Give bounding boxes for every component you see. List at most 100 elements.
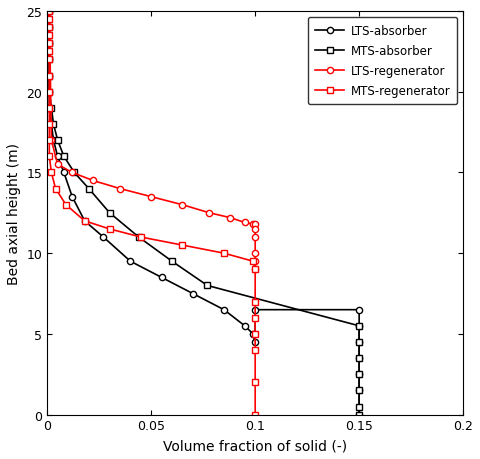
LTS-absorber [82,218,87,224]
MTS-absorber [356,323,362,329]
MTS-absorber [169,259,175,264]
Line: LTS-absorber: LTS-absorber [46,9,362,418]
LTS-regenerator [250,222,256,227]
MTS-regenerator [252,412,258,418]
LTS-absorber [128,259,133,264]
MTS-absorber [204,283,210,289]
MTS-absorber [47,57,52,63]
LTS-absorber [50,138,56,144]
LTS-absorber [61,170,67,176]
MTS-absorber [47,9,52,15]
LTS-regenerator [69,170,75,176]
MTS-regenerator [252,315,258,321]
LTS-regenerator [48,138,54,144]
MTS-absorber [356,404,362,409]
LTS-absorber [100,235,106,240]
LTS-absorber [356,307,362,313]
LTS-absorber [47,9,52,15]
LTS-regenerator [252,267,258,273]
MTS-regenerator [138,235,144,240]
MTS-absorber [356,388,362,393]
MTS-regenerator [47,17,52,23]
MTS-absorber [61,154,67,160]
Legend: LTS-absorber, MTS-absorber, LTS-regenerator, MTS-regenerator: LTS-absorber, MTS-absorber, LTS-regenera… [308,18,457,105]
MTS-absorber [86,186,92,192]
MTS-regenerator [47,25,52,31]
MTS-regenerator [47,57,52,63]
Line: MTS-regenerator: MTS-regenerator [46,9,258,418]
LTS-absorber [221,307,227,313]
LTS-regenerator [252,222,258,227]
MTS-regenerator [180,243,185,248]
LTS-absorber [48,122,54,128]
MTS-regenerator [47,122,52,128]
MTS-regenerator [47,90,52,95]
MTS-regenerator [47,41,52,47]
LTS-absorber [55,154,60,160]
LTS-regenerator [228,215,233,221]
LTS-regenerator [242,220,248,226]
LTS-absorber [356,340,362,345]
LTS-absorber [356,372,362,377]
LTS-absorber [47,25,52,31]
Y-axis label: Bed axial height (m): Bed axial height (m) [7,142,21,284]
MTS-absorber [72,170,77,176]
LTS-absorber [356,323,362,329]
MTS-absorber [47,90,52,95]
LTS-regenerator [252,227,258,232]
LTS-regenerator [55,162,60,168]
MTS-regenerator [82,218,87,224]
MTS-absorber [47,41,52,47]
MTS-regenerator [47,9,52,15]
LTS-regenerator [180,202,185,208]
MTS-regenerator [221,251,227,257]
MTS-regenerator [252,267,258,273]
LTS-absorber [47,90,52,95]
MTS-absorber [50,122,56,128]
LTS-regenerator [206,211,212,216]
LTS-absorber [252,307,258,313]
LTS-absorber [47,41,52,47]
MTS-absorber [48,106,54,112]
MTS-absorber [356,340,362,345]
X-axis label: Volume fraction of solid (-): Volume fraction of solid (-) [163,438,347,452]
LTS-absorber [356,356,362,361]
MTS-regenerator [252,380,258,385]
MTS-regenerator [47,106,52,112]
LTS-regenerator [252,235,258,240]
MTS-absorber [356,356,362,361]
LTS-absorber [356,388,362,393]
LTS-absorber [47,57,52,63]
MTS-regenerator [48,170,54,176]
LTS-absorber [69,195,75,200]
MTS-absorber [47,25,52,31]
MTS-absorber [47,73,52,79]
MTS-regenerator [47,50,52,55]
MTS-regenerator [53,186,59,192]
LTS-regenerator [252,251,258,257]
MTS-regenerator [252,331,258,337]
MTS-regenerator [47,154,52,160]
LTS-regenerator [47,9,52,15]
LTS-regenerator [90,179,96,184]
LTS-regenerator [148,195,154,200]
LTS-absorber [190,291,196,297]
LTS-absorber [47,73,52,79]
MTS-absorber [107,211,112,216]
MTS-absorber [356,372,362,377]
LTS-absorber [252,340,258,345]
MTS-absorber [356,412,362,418]
MTS-regenerator [252,347,258,353]
MTS-regenerator [107,227,112,232]
MTS-absorber [55,138,60,144]
MTS-regenerator [47,73,52,79]
Line: LTS-regenerator: LTS-regenerator [46,9,258,273]
LTS-absorber [250,331,256,337]
MTS-regenerator [252,299,258,305]
MTS-regenerator [47,34,52,39]
LTS-absorber [47,106,52,112]
MTS-regenerator [47,138,52,144]
MTS-regenerator [250,259,256,264]
LTS-absorber [356,412,362,418]
LTS-regenerator [117,186,123,192]
